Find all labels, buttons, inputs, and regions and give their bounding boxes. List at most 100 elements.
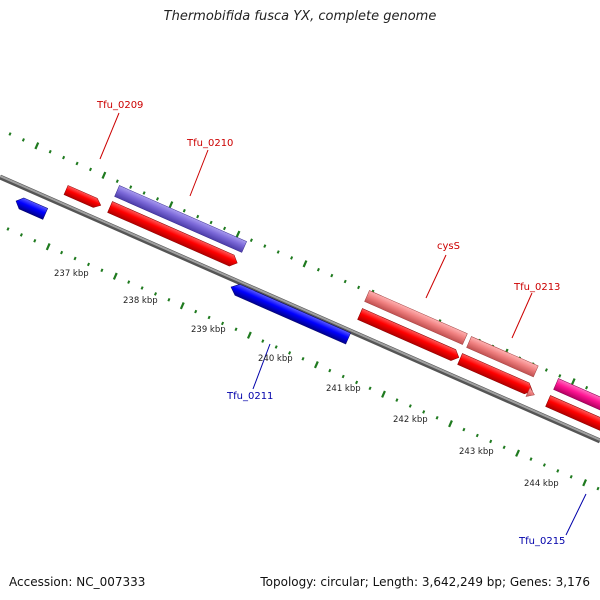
minor-tick-mark [75,161,79,166]
gene-label-tfu-0211[interactable]: Tfu_0211 [226,391,273,402]
major-tick-mark [235,230,241,238]
minor-tick-mark [127,280,131,284]
minor-tick-mark [194,309,198,314]
genome-backbone [0,174,600,444]
minor-tick-mark [115,179,119,183]
major-tick-mark [168,201,174,209]
map-title: Thermobifida fusca YX, complete genome [163,9,437,24]
major-tick-mark [45,243,51,251]
gene-label-tfu-0209[interactable]: Tfu_0209 [96,100,143,111]
minor-tick-mark [596,486,600,491]
minor-tick-mark [129,185,133,189]
minor-tick-mark [207,315,211,320]
minor-tick-mark [301,357,305,361]
major-tick-mark [313,361,319,369]
gene-labels: Tfu_0209 Tfu_0210 cysS Tfu_0213 Tfu_0211… [96,100,565,547]
leader-line-tfu-0213 [511,292,533,339]
minor-tick-mark [19,233,23,237]
gene-feature-forward-unlabelled[interactable] [107,201,240,269]
scale-label-238: 238 kbp [123,296,158,306]
gene-feature-small-pink[interactable] [525,386,536,399]
minor-tick-mark [330,273,334,278]
minor-tick-mark [502,445,506,450]
leader-line-tfu-0210 [189,149,209,197]
gene-feature-tfu-0211[interactable] [229,282,351,345]
minor-tick-mark [357,285,361,290]
minor-tick-mark [558,374,562,378]
genome-summary-text: Topology: circular; Length: 3,642,249 bp… [260,575,590,589]
leader-line-tfu-0209 [99,112,120,160]
gene-label-tfu-0210[interactable]: Tfu_0210 [186,138,233,149]
gene-leader-lines [99,112,587,536]
minor-tick-mark [48,149,52,154]
minor-tick-mark [60,250,64,255]
minor-tick-mark [249,238,253,242]
major-tick-mark [34,142,40,150]
gene-feature-forward-right-edge[interactable] [545,395,600,436]
leader-line-tfu-0211 [252,343,271,390]
minor-tick-mark [196,214,200,219]
gene-feature-tfu-0209[interactable] [63,185,103,209]
minor-tick-mark [182,208,186,213]
scale-label-243: 243 kbp [459,447,494,457]
gene-feature-forward-under-cyss[interactable] [357,308,462,363]
minor-tick-mark [234,327,238,332]
scale-label-240: 240 kbp [258,354,293,364]
accession-text: Accession: NC_007333 [9,575,146,589]
minor-tick-mark [288,351,292,355]
minor-tick-mark [276,250,280,254]
gene-feature-reverse-left[interactable] [14,196,49,220]
outer-tick-track [8,132,589,390]
gene-feature-tfu-0213[interactable] [466,336,539,378]
inner-tick-track [6,227,600,491]
major-tick-mark [302,260,308,268]
gene-label-tfu-0215[interactable]: Tfu_0215 [518,536,565,547]
major-tick-mark [112,272,118,280]
minor-tick-mark [328,368,332,373]
minor-tick-mark [290,256,294,260]
minor-tick-mark [86,262,91,267]
minor-tick-mark [422,410,426,414]
major-tick-mark [381,390,386,398]
major-tick-mark [246,331,252,339]
scale-label-237: 237 kbp [54,269,89,279]
minor-tick-mark [209,220,213,225]
minor-tick-mark [155,197,160,201]
minor-tick-mark [408,404,412,408]
minor-tick-mark [142,191,146,195]
minor-tick-mark [489,439,493,444]
minor-tick-mark [222,226,227,231]
major-tick-mark [179,302,185,310]
minor-tick-mark [88,167,93,172]
major-tick-mark [101,171,107,179]
minor-tick-mark [263,244,267,248]
minor-tick-mark [355,380,359,385]
minor-tick-mark [475,433,479,438]
scale-labels: 237 kbp 238 kbp 239 kbp 240 kbp 241 kbp … [54,269,559,489]
scale-label-242: 242 kbp [393,415,428,425]
minor-tick-mark [435,416,439,420]
minor-tick-mark [274,345,278,349]
gene-feature-tfu-0215[interactable] [553,378,600,414]
minor-tick-mark [220,321,225,326]
minor-tick-mark [569,475,573,479]
leader-line-cyss [425,254,447,299]
minor-tick-mark [33,239,37,243]
minor-tick-mark [542,463,546,467]
scale-label-244: 244 kbp [524,479,559,489]
minor-tick-mark [395,398,399,402]
minor-tick-mark [153,292,158,296]
minor-tick-mark [100,268,104,273]
minor-tick-mark [462,427,466,432]
gene-label-tfu-0213[interactable]: Tfu_0213 [513,282,560,293]
gene-label-cyss[interactable]: cysS [437,241,460,252]
gene-feature-cyss[interactable] [364,290,468,345]
gene-feature-tfu-0210[interactable] [114,185,247,253]
major-tick-mark [570,378,576,386]
minor-tick-mark [167,298,171,302]
minor-tick-mark [73,256,77,261]
major-tick-mark [448,420,453,428]
minor-tick-mark [529,457,533,461]
minor-tick-mark [316,267,320,272]
